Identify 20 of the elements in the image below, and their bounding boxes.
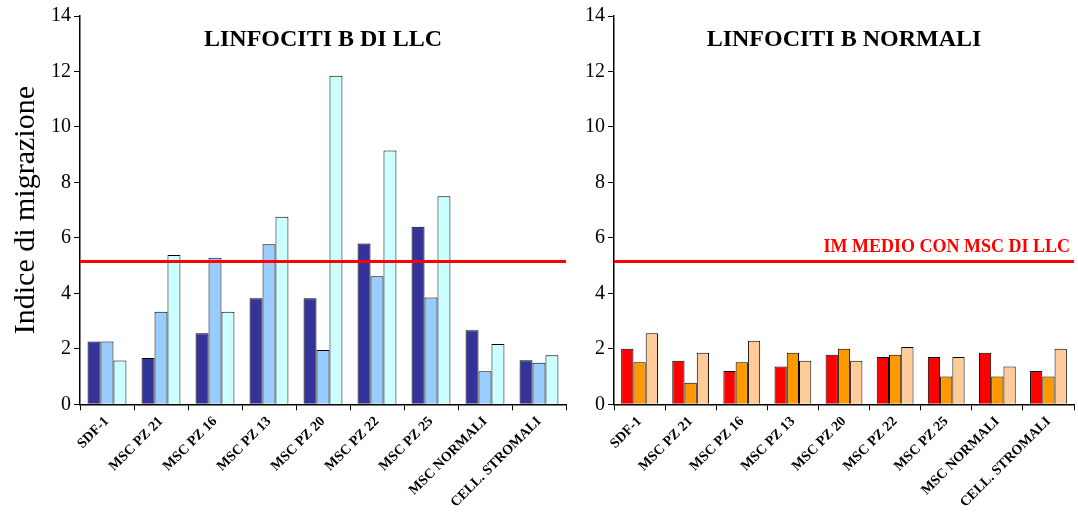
- y-tick-label: 2: [61, 336, 71, 359]
- y-tick-label: 12: [51, 58, 71, 81]
- y-tick-label: 12: [585, 58, 605, 81]
- y-tick-label: 0: [61, 391, 71, 414]
- y-tick-label: 10: [585, 114, 605, 137]
- y-tick-label: 10: [51, 114, 71, 137]
- y-tick-label: 8: [595, 169, 605, 192]
- y-tick-label: 8: [61, 169, 71, 192]
- y-tick-label: 14: [585, 3, 605, 26]
- y-tick-label: 14: [51, 3, 71, 26]
- chart-title: LINFOCITI B DI LLC: [203, 25, 443, 52]
- y-axis-title: Indice di migrazione: [6, 86, 40, 335]
- ref-line-label: IM MEDIO CON MSC DI LLC: [823, 236, 1070, 257]
- chart-title: LINFOCITI B NORMALI: [706, 25, 982, 52]
- y-tick-label: 0: [595, 391, 605, 414]
- y-tick-label: 4: [595, 280, 605, 303]
- y-tick-label: 6: [595, 225, 605, 248]
- y-tick-label: 6: [61, 225, 71, 248]
- y-tick-label: 4: [61, 280, 71, 303]
- y-tick-label: 2: [595, 336, 605, 359]
